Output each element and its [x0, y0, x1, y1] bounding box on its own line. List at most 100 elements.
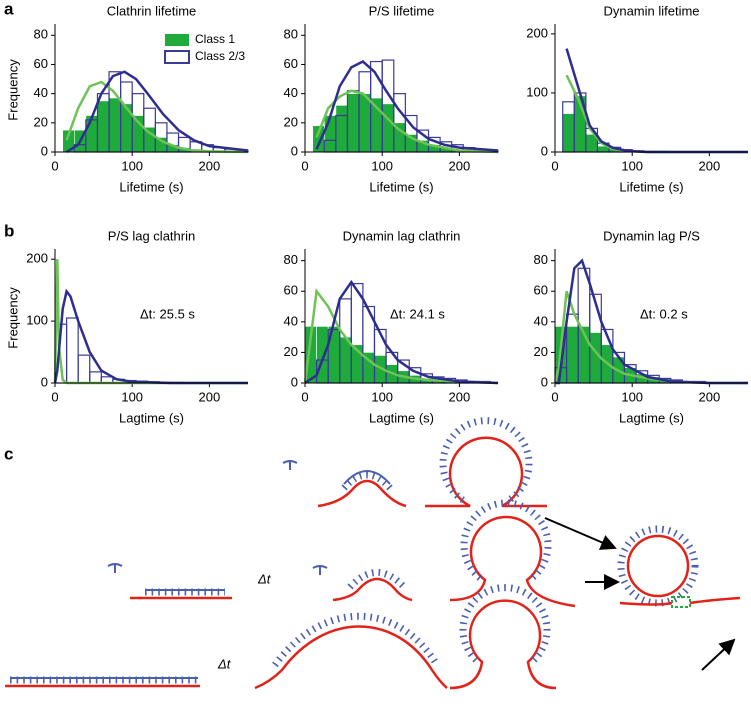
y-tick-label: 0: [541, 143, 548, 158]
arrow: [701, 638, 736, 671]
fit-line: [65, 80, 249, 154]
x-tick-label: 200: [449, 389, 471, 404]
y-tick-label: 20: [284, 344, 298, 359]
histogram-bar: [381, 103, 395, 153]
histogram-chart: Clathrin lifetime Lifetime (s) Frequency 0 2…: [5, 3, 249, 194]
x-tick-label: 200: [449, 158, 471, 173]
y-tick-label: 80: [34, 27, 48, 42]
fit-line: [315, 89, 499, 154]
y-tick-label: 60: [34, 56, 48, 71]
chart-title: P/S lifetime: [369, 3, 435, 18]
x-tick-label: 0: [301, 389, 308, 404]
y-tick-label: 40: [34, 85, 48, 100]
x-tick-label: 200: [699, 158, 721, 173]
x-axis-label: Lagtime (s): [369, 410, 434, 425]
histogram-bar: [316, 326, 329, 384]
y-tick-label: 0: [41, 374, 48, 389]
legend-label: Class 1: [195, 32, 235, 46]
y-tick-label: 80: [284, 252, 298, 267]
histogram-bar: [89, 371, 102, 384]
y-tick-label: 40: [534, 313, 548, 328]
y-tick-label: 20: [284, 114, 298, 129]
x-tick-label: 100: [121, 158, 143, 173]
x-tick-label: 100: [621, 389, 643, 404]
y-tick-label: 60: [534, 283, 548, 298]
histogram-bar: [562, 113, 575, 153]
x-tick-label: 0: [551, 158, 558, 173]
y-tick-label: 80: [284, 27, 298, 42]
fit-line: [65, 70, 249, 154]
y-tick-label: 0: [541, 374, 548, 389]
chart-title: P/S lag clathrin: [108, 228, 195, 243]
histogram-chart: Dynamin lifetime Lifetime (s) 0 100 200 0 100 2…: [526, 3, 748, 194]
x-tick-label: 0: [51, 389, 58, 404]
legend-swatch: [164, 50, 190, 64]
histogram-bar: [323, 115, 337, 153]
y-tick-label: 200: [526, 25, 548, 40]
y-tick-label: 100: [26, 313, 48, 328]
annotation: Δt: 24.1 s: [390, 306, 445, 321]
panel-label: b: [4, 221, 14, 240]
histogram-bar: [358, 93, 371, 153]
x-tick-label: 200: [199, 389, 221, 404]
y-axis-label: Frequency: [5, 59, 20, 121]
fit-line: [555, 258, 748, 385]
x-tick-label: 0: [551, 389, 558, 404]
x-axis-label: Lagtime (s): [119, 410, 184, 425]
x-tick-label: 100: [621, 158, 643, 173]
annotation: Δt: 25.5 s: [140, 306, 195, 321]
arrow: [544, 517, 617, 550]
x-axis-label: Lagtime (s): [619, 410, 684, 425]
histogram-chart: P/S lag clathrin Lagtime (s) Frequency 0 100…: [5, 228, 248, 425]
x-axis-label: Lifetime (s): [119, 179, 183, 194]
y-axis-label: Frequency: [5, 287, 20, 349]
histogram-bar: [566, 326, 579, 384]
delta-t-label: Δt: [217, 656, 232, 671]
legend-swatch: [165, 34, 189, 46]
y-tick-label: 20: [34, 114, 48, 129]
x-tick-label: 200: [199, 158, 221, 173]
y-tick-label: 20: [534, 344, 548, 359]
histogram-bar: [77, 354, 91, 384]
chart-title: Dynamin lag P/S: [603, 228, 700, 243]
y-tick-label: 0: [41, 143, 48, 158]
y-tick-label: 60: [284, 56, 298, 71]
y-tick-label: 40: [284, 85, 298, 100]
x-tick-label: 100: [371, 389, 393, 404]
fit-line: [315, 60, 499, 152]
histogram-bar: [335, 105, 348, 153]
x-tick-label: 0: [51, 158, 58, 173]
chart-title: Clathrin lifetime: [107, 3, 197, 18]
histogram-bar: [108, 97, 121, 153]
y-tick-label: 0: [291, 143, 298, 158]
histogram-bar: [65, 317, 79, 384]
histogram-bar: [347, 93, 360, 153]
delta-t-label: Δt: [257, 571, 272, 586]
fit-line: [304, 279, 499, 385]
panel-label: a: [4, 0, 14, 18]
x-axis-label: Lifetime (s): [369, 179, 433, 194]
diagram: Δt: [5, 417, 741, 690]
histogram-bar: [97, 100, 110, 153]
histogram-chart: P/S lifetime Lifetime (s) 0 20 40 60 80 0 100 200: [284, 3, 499, 194]
panel-label: c: [4, 444, 13, 463]
x-tick-label: 100: [121, 389, 143, 404]
chart-title: Dynamin lifetime: [603, 3, 699, 18]
annotation: Δt: 0.2 s: [640, 306, 688, 321]
y-tick-label: 200: [26, 251, 48, 266]
x-tick-label: 0: [301, 158, 308, 173]
legend-label: Class 2/3: [195, 49, 245, 63]
chart-title: Dynamin lag clathrin: [343, 228, 461, 243]
y-tick-label: 0: [291, 374, 298, 389]
y-tick-label: 40: [284, 313, 298, 328]
x-axis-label: Lifetime (s): [619, 179, 683, 194]
y-tick-label: 80: [534, 252, 548, 267]
y-tick-label: 60: [284, 283, 298, 298]
fit-line: [303, 288, 499, 385]
x-tick-label: 100: [371, 158, 393, 173]
y-tick-label: 100: [526, 84, 548, 99]
histogram-chart: Dynamin lag P/S Lagtime (s) 0 20 40 60 80 0 100 2…: [534, 228, 748, 425]
fit-line: [53, 288, 248, 385]
histogram-chart: Dynamin lag clathrin Lagtime (s) 0 20 40 60 80…: [284, 228, 499, 425]
